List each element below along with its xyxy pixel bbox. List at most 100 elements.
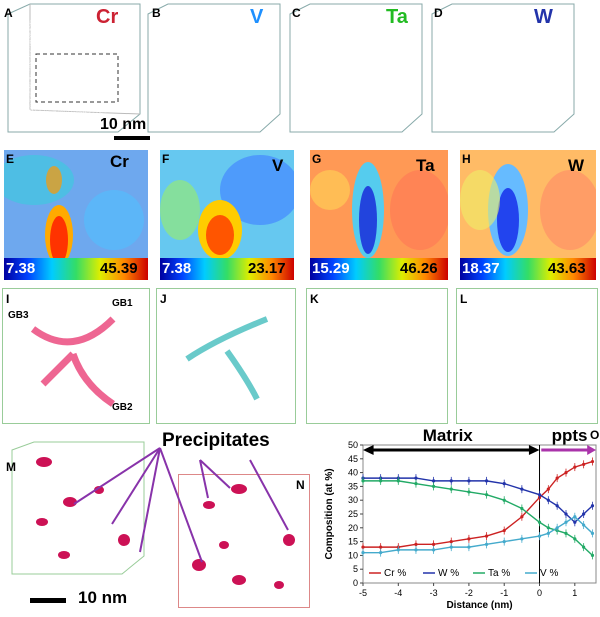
data-point bbox=[449, 545, 453, 549]
data-point bbox=[396, 548, 400, 552]
y-tick-label: 0 bbox=[353, 578, 358, 588]
data-point bbox=[573, 515, 577, 519]
data-point bbox=[520, 537, 524, 541]
data-point bbox=[449, 487, 453, 491]
data-point bbox=[537, 534, 542, 538]
data-point bbox=[537, 520, 542, 524]
data-point bbox=[502, 498, 506, 502]
data-point bbox=[414, 548, 418, 552]
data-point bbox=[484, 493, 489, 497]
legend-entry: Ta % bbox=[488, 568, 510, 579]
data-point bbox=[432, 479, 436, 483]
data-point bbox=[449, 540, 453, 544]
data-point bbox=[590, 459, 595, 464]
data-point bbox=[432, 548, 436, 552]
data-point bbox=[582, 462, 586, 466]
scale-bar-bottom bbox=[30, 598, 66, 603]
element-label-ta: Ta bbox=[386, 6, 408, 28]
data-point bbox=[564, 531, 568, 535]
data-point bbox=[502, 528, 506, 533]
colorbar-cr-max: 45.39 bbox=[100, 260, 138, 277]
colorbar-ta-min: 15.29 bbox=[312, 260, 350, 277]
y-tick-label: 10 bbox=[348, 550, 358, 560]
scale-label-top: 10 nm bbox=[100, 116, 147, 133]
x-tick-label: -5 bbox=[359, 588, 367, 598]
heatmap-element-cr: Cr bbox=[110, 152, 129, 171]
data-point bbox=[467, 479, 471, 483]
composition-chart: 0 5 10 15 20 25 30 35 40 45 50 -5 -4 -3 -2 -1 0 1 Distance… bbox=[324, 426, 597, 611]
y-tick-label: 50 bbox=[348, 440, 358, 450]
scale-label-bottom: 10 nm bbox=[78, 588, 128, 607]
y-tick-label: 15 bbox=[348, 537, 358, 547]
colorbar-w bbox=[460, 258, 596, 280]
data-point bbox=[361, 545, 365, 549]
colorbar-v bbox=[160, 258, 294, 280]
panel-label-o: O bbox=[590, 428, 600, 442]
panel-label-l: L bbox=[460, 292, 468, 306]
x-tick-label: -3 bbox=[430, 588, 438, 598]
data-point bbox=[432, 484, 436, 488]
colorbar-ta bbox=[310, 258, 448, 280]
precipitate-arrows bbox=[73, 447, 289, 563]
panel-j-disc-map bbox=[156, 288, 296, 424]
panel-a-atom-map bbox=[0, 0, 148, 138]
panel-b-atom-map bbox=[146, 0, 286, 138]
panel-label-a: A bbox=[4, 6, 13, 20]
matrix-label: Matrix bbox=[423, 426, 474, 445]
panel-label-b: B bbox=[152, 6, 161, 20]
data-point bbox=[396, 479, 400, 483]
data-point bbox=[590, 504, 595, 508]
x-tick-label: 1 bbox=[572, 588, 577, 598]
ppts-arrow-head bbox=[587, 445, 596, 455]
x-axis-label: Distance (nm) bbox=[446, 600, 512, 611]
legend-entry: Cr % bbox=[384, 568, 406, 579]
y-tick-label: 35 bbox=[348, 481, 358, 491]
data-point bbox=[484, 542, 489, 546]
panel-f-heatmap bbox=[160, 150, 294, 258]
colorbar-v-max: 23.17 bbox=[248, 260, 286, 277]
data-point bbox=[564, 471, 568, 475]
y-tick-label: 25 bbox=[348, 509, 358, 519]
panel-label-h: H bbox=[462, 152, 471, 166]
panel-label-i: I bbox=[6, 292, 10, 306]
panel-label-m: M bbox=[6, 460, 16, 474]
data-point bbox=[502, 482, 506, 486]
matrix-arrow-head-right bbox=[528, 445, 540, 455]
colorbar-ta-max: 46.26 bbox=[400, 260, 438, 277]
precipitates-label: Precipitates bbox=[162, 430, 270, 451]
data-point bbox=[564, 512, 568, 516]
ppts-label: ppts bbox=[552, 426, 588, 445]
data-point bbox=[546, 531, 550, 535]
data-point bbox=[555, 476, 559, 480]
data-point bbox=[361, 479, 365, 483]
panel-d-atom-map bbox=[430, 0, 580, 138]
data-point bbox=[582, 523, 586, 527]
data-point bbox=[582, 545, 586, 549]
data-point bbox=[432, 542, 436, 546]
data-point bbox=[520, 487, 524, 491]
panel-g-heatmap bbox=[310, 150, 448, 258]
colorbar-w-max: 43.63 bbox=[548, 260, 586, 277]
data-point bbox=[414, 476, 418, 480]
panel-l-disc-map bbox=[456, 288, 598, 424]
heatmap-element-ta: Ta bbox=[416, 156, 435, 175]
data-point bbox=[564, 520, 568, 524]
data-point bbox=[379, 545, 383, 549]
data-point bbox=[520, 515, 524, 519]
panel-label-n: N bbox=[296, 478, 305, 492]
y-tick-label: 30 bbox=[348, 495, 358, 505]
x-tick-label: -2 bbox=[465, 588, 473, 598]
data-point bbox=[573, 465, 577, 469]
data-point bbox=[555, 526, 559, 530]
data-point bbox=[546, 526, 550, 530]
data-point bbox=[467, 537, 471, 541]
gb3-label: GB3 bbox=[8, 310, 29, 321]
heatmap-element-v: V bbox=[272, 156, 284, 175]
data-point bbox=[573, 537, 577, 541]
series-line-2 bbox=[363, 480, 593, 556]
colorbar-w-min: 18.37 bbox=[462, 260, 500, 277]
data-point bbox=[537, 493, 542, 497]
panel-label-g: G bbox=[312, 152, 322, 166]
element-label-w: W bbox=[534, 6, 553, 28]
data-point bbox=[520, 506, 524, 511]
